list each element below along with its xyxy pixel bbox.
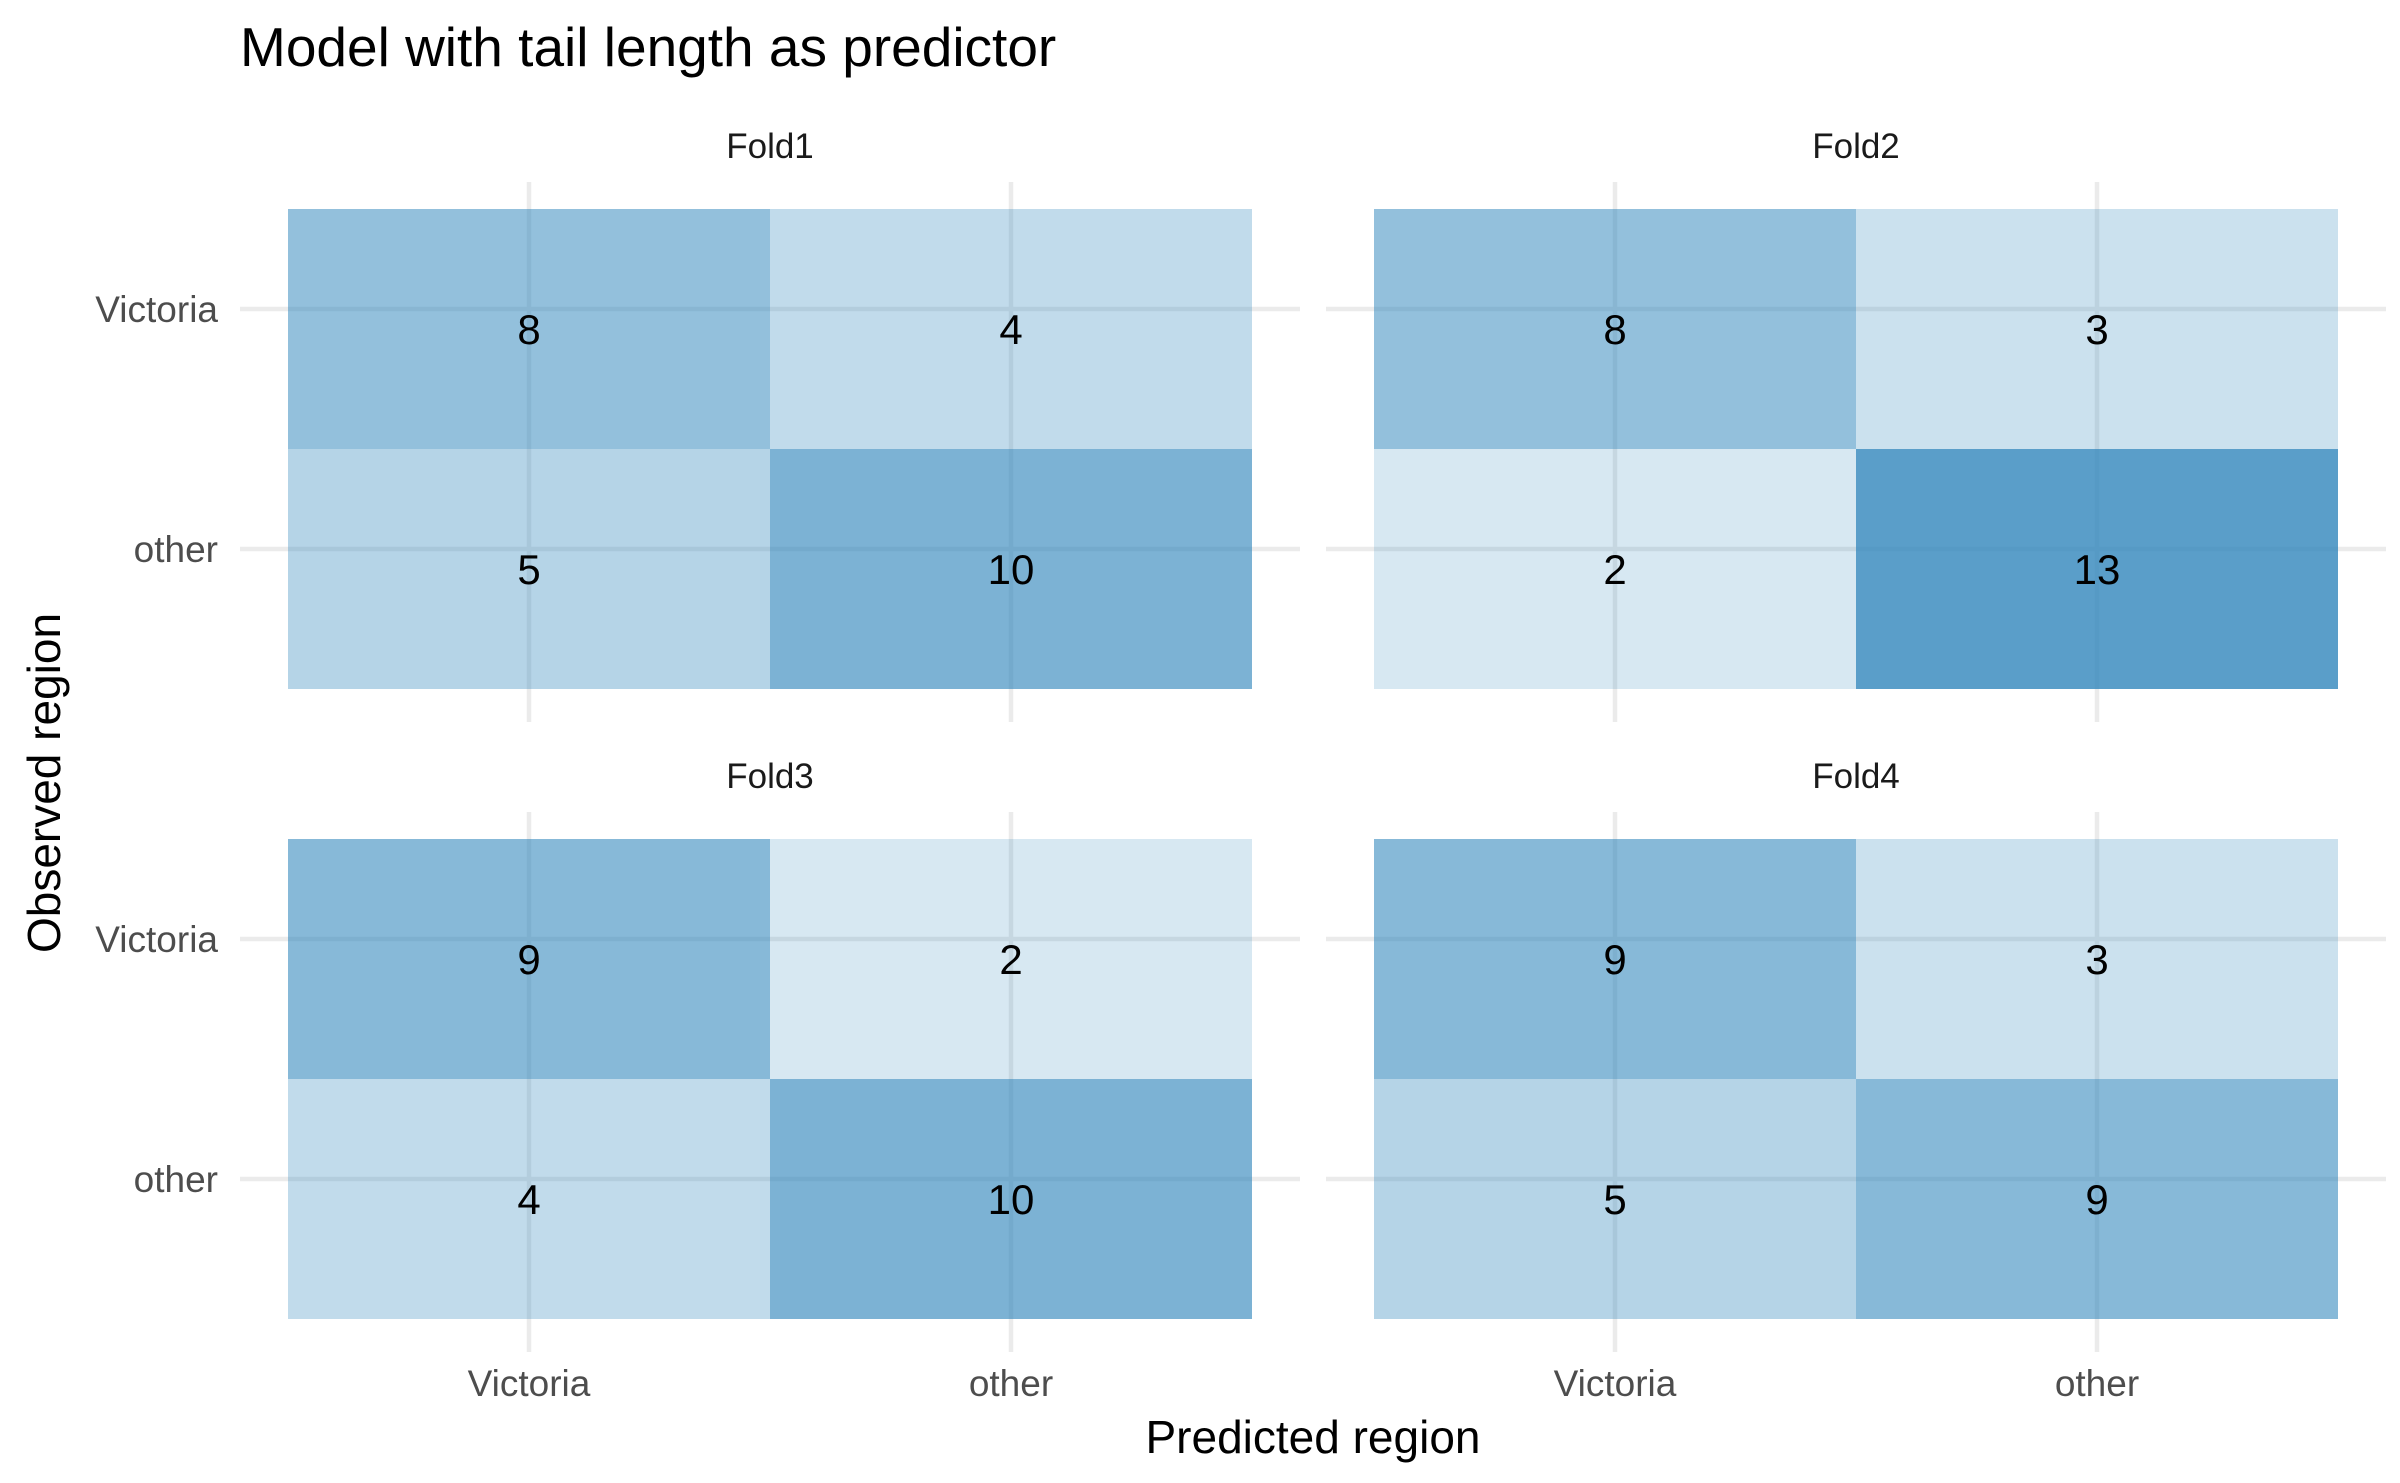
facet-strip-label: Fold4 bbox=[1812, 757, 1900, 796]
facet-fold1: Fold1 8 4 5 10 Victoria other bbox=[95, 127, 1300, 722]
chart-title: Model with tail length as predictor bbox=[240, 16, 1056, 78]
x-tick-label: Victoria bbox=[1554, 1363, 1677, 1404]
cell-value-label: 9 bbox=[2085, 1176, 2108, 1223]
facet-fold3: Fold3 9 2 4 10 Victoria other Victoria other bbox=[95, 757, 1300, 1404]
heatmap-tile bbox=[1374, 449, 1856, 689]
heatmap-tile bbox=[1374, 839, 1856, 1079]
cell-value-label: 5 bbox=[1603, 1176, 1626, 1223]
cell-value-label: 8 bbox=[1603, 306, 1626, 353]
heatmap-tile bbox=[288, 449, 770, 689]
facet-panels: Fold1 8 4 5 10 Victoria other Fold2 8 3 2 13 Fold3 9 2… bbox=[95, 127, 2386, 1404]
heatmap-tile bbox=[770, 449, 1252, 689]
heatmap-tile bbox=[1856, 1079, 2338, 1319]
heatmap-tile bbox=[1374, 1079, 1856, 1319]
x-axis-title: Predicted region bbox=[1146, 1411, 1481, 1463]
y-tick-label: Victoria bbox=[95, 289, 218, 330]
heatmap-tile bbox=[770, 209, 1252, 449]
facet-strip-label: Fold2 bbox=[1812, 127, 1900, 166]
heatmap-tile bbox=[770, 839, 1252, 1079]
x-tick-label: other bbox=[969, 1363, 1053, 1404]
cell-value-label: 4 bbox=[999, 306, 1022, 353]
cell-value-label: 9 bbox=[1603, 936, 1626, 983]
facet-strip-label: Fold1 bbox=[726, 127, 814, 166]
facet-strip-label: Fold3 bbox=[726, 757, 814, 796]
cell-value-label: 13 bbox=[2074, 546, 2121, 593]
x-tick-label: other bbox=[2055, 1363, 2139, 1404]
heatmap-tile bbox=[288, 839, 770, 1079]
cell-value-label: 5 bbox=[517, 546, 540, 593]
cell-value-label: 10 bbox=[988, 546, 1035, 593]
cell-value-label: 8 bbox=[517, 306, 540, 353]
x-tick-label: Victoria bbox=[468, 1363, 591, 1404]
heatmap-tile bbox=[288, 209, 770, 449]
cell-value-label: 2 bbox=[1603, 546, 1626, 593]
cell-value-label: 3 bbox=[2085, 936, 2108, 983]
heatmap-tile bbox=[288, 1079, 770, 1319]
y-tick-label: Victoria bbox=[95, 919, 218, 960]
cell-value-label: 4 bbox=[517, 1176, 540, 1223]
facet-fold2: Fold2 8 3 2 13 bbox=[1326, 127, 2386, 722]
heatmap-tile bbox=[1856, 449, 2338, 689]
cell-value-label: 9 bbox=[517, 936, 540, 983]
y-tick-label: other bbox=[134, 1159, 218, 1200]
cell-value-label: 3 bbox=[2085, 306, 2108, 353]
heatmap-tile bbox=[1856, 209, 2338, 449]
y-axis-title: Observed region bbox=[18, 613, 70, 953]
y-tick-label: other bbox=[134, 529, 218, 570]
cell-value-label: 2 bbox=[999, 936, 1022, 983]
heatmap-tile bbox=[1856, 839, 2338, 1079]
facet-fold4: Fold4 9 3 5 9 Victoria other bbox=[1326, 757, 2386, 1404]
heatmap-tile bbox=[770, 1079, 1252, 1319]
cell-value-label: 10 bbox=[988, 1176, 1035, 1223]
heatmap-tile bbox=[1374, 209, 1856, 449]
